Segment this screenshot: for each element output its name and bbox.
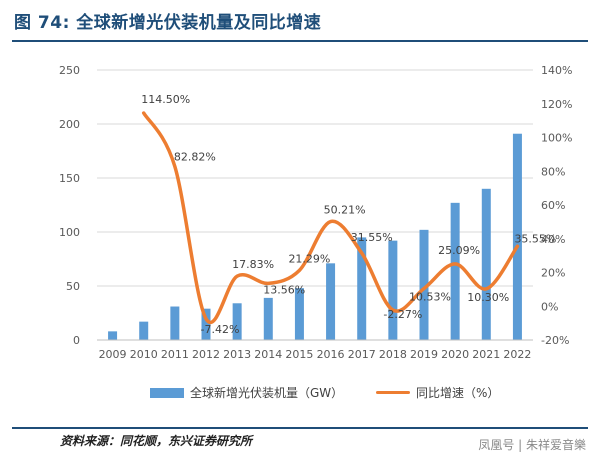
x-tick-label: 2020 <box>441 348 469 361</box>
legend-item-line: 同比增速（%） <box>376 384 499 401</box>
y-left-tick-label: 250 <box>59 64 80 77</box>
bar <box>263 297 273 340</box>
legend-line-swatch <box>376 391 410 394</box>
legend-bar-swatch <box>150 387 184 398</box>
x-tick-label: 2022 <box>503 348 531 361</box>
x-tick-label: 2009 <box>99 348 127 361</box>
growth-data-label: -7.42% <box>201 323 240 336</box>
growth-data-label: 82.82% <box>174 150 216 163</box>
growth-data-label: 31.55% <box>351 231 393 244</box>
source-note: 资料来源：同花顺，东兴证券研究所 <box>60 434 253 448</box>
y-right-tick-label: 80% <box>541 165 565 178</box>
legend-item-bar: 全球新增光伏装机量（GW） <box>150 384 343 401</box>
y-right-tick-label: 100% <box>541 132 572 145</box>
growth-data-label: 17.83% <box>232 258 274 271</box>
legend: 全球新增光伏装机量（GW） 同比增速（%） <box>0 384 600 404</box>
x-tick-label: 2010 <box>130 348 158 361</box>
legend-line-label: 同比增速（%） <box>416 386 500 400</box>
growth-data-label: 50.21% <box>324 204 366 217</box>
growth-data-label: 21.29% <box>288 252 330 265</box>
x-tick-label: 2015 <box>285 348 313 361</box>
y-right-tick-label: 120% <box>541 98 572 111</box>
label-layer: 114.50% 82.82% -7.42% 17.83% 13.56% 21.29% 50.… <box>141 93 556 336</box>
x-tick-label: 2016 <box>317 348 345 361</box>
bar <box>170 306 180 340</box>
bar <box>419 229 429 340</box>
y-right-tick-label: 140% <box>541 64 572 77</box>
y-left-tick-label: 100 <box>59 226 80 239</box>
x-tick-label: 2019 <box>410 348 438 361</box>
bar <box>108 331 118 340</box>
axis-layer: 0 50 100 150 200 250 -20% 0% 20% 40% 60% 80% 100% 120… <box>59 64 572 361</box>
combo-chart: 114.50% 82.82% -7.42% 17.83% 13.56% 21.29% 50.… <box>59 64 572 361</box>
y-right-tick-label: 0% <box>541 300 558 313</box>
growth-data-label: 35.55% <box>514 232 556 245</box>
bar <box>357 237 367 340</box>
title-divider <box>12 40 588 42</box>
bar <box>326 263 336 340</box>
growth-data-label: 25.09% <box>438 244 480 257</box>
y-right-tick-label: 40% <box>541 233 565 246</box>
x-tick-label: 2013 <box>223 348 251 361</box>
x-tick-label: 2021 <box>472 348 500 361</box>
watermark: 凤凰号 | 朱祥爱音樂 <box>478 438 586 452</box>
bar-layer <box>108 133 522 340</box>
bar <box>232 303 242 340</box>
figure-title: 图 74: 全球新增光伏装机量及同比增速 <box>14 13 322 33</box>
x-tick-label: 2012 <box>192 348 220 361</box>
y-right-tick-label: 60% <box>541 199 565 212</box>
growth-data-label: -2.27% <box>383 308 422 321</box>
bar <box>294 288 304 340</box>
bar <box>388 240 398 340</box>
y-left-tick-label: 150 <box>59 172 80 185</box>
growth-data-label: 10.30% <box>467 291 509 304</box>
x-tick-label: 2014 <box>254 348 282 361</box>
x-tick-label: 2011 <box>161 348 189 361</box>
footer-divider <box>12 427 588 429</box>
bar <box>139 321 149 340</box>
y-left-tick-label: 200 <box>59 118 80 131</box>
y-left-tick-label: 50 <box>66 280 80 293</box>
y-right-tick-label: 20% <box>541 267 565 280</box>
y-right-tick-label: -20% <box>541 334 569 347</box>
line-layer <box>141 111 520 324</box>
growth-data-label: 10.53% <box>409 290 451 303</box>
x-tick-label: 2017 <box>348 348 376 361</box>
growth-line <box>141 111 520 324</box>
bar <box>201 308 211 340</box>
bar <box>481 188 491 340</box>
legend-bar-label: 全球新增光伏装机量（GW） <box>190 386 344 400</box>
growth-data-label: 114.50% <box>141 93 190 106</box>
bar <box>450 202 460 340</box>
y-left-tick-label: 0 <box>73 334 80 347</box>
growth-data-label: 13.56% <box>263 283 305 296</box>
bar <box>512 133 522 340</box>
x-tick-label: 2018 <box>379 348 407 361</box>
